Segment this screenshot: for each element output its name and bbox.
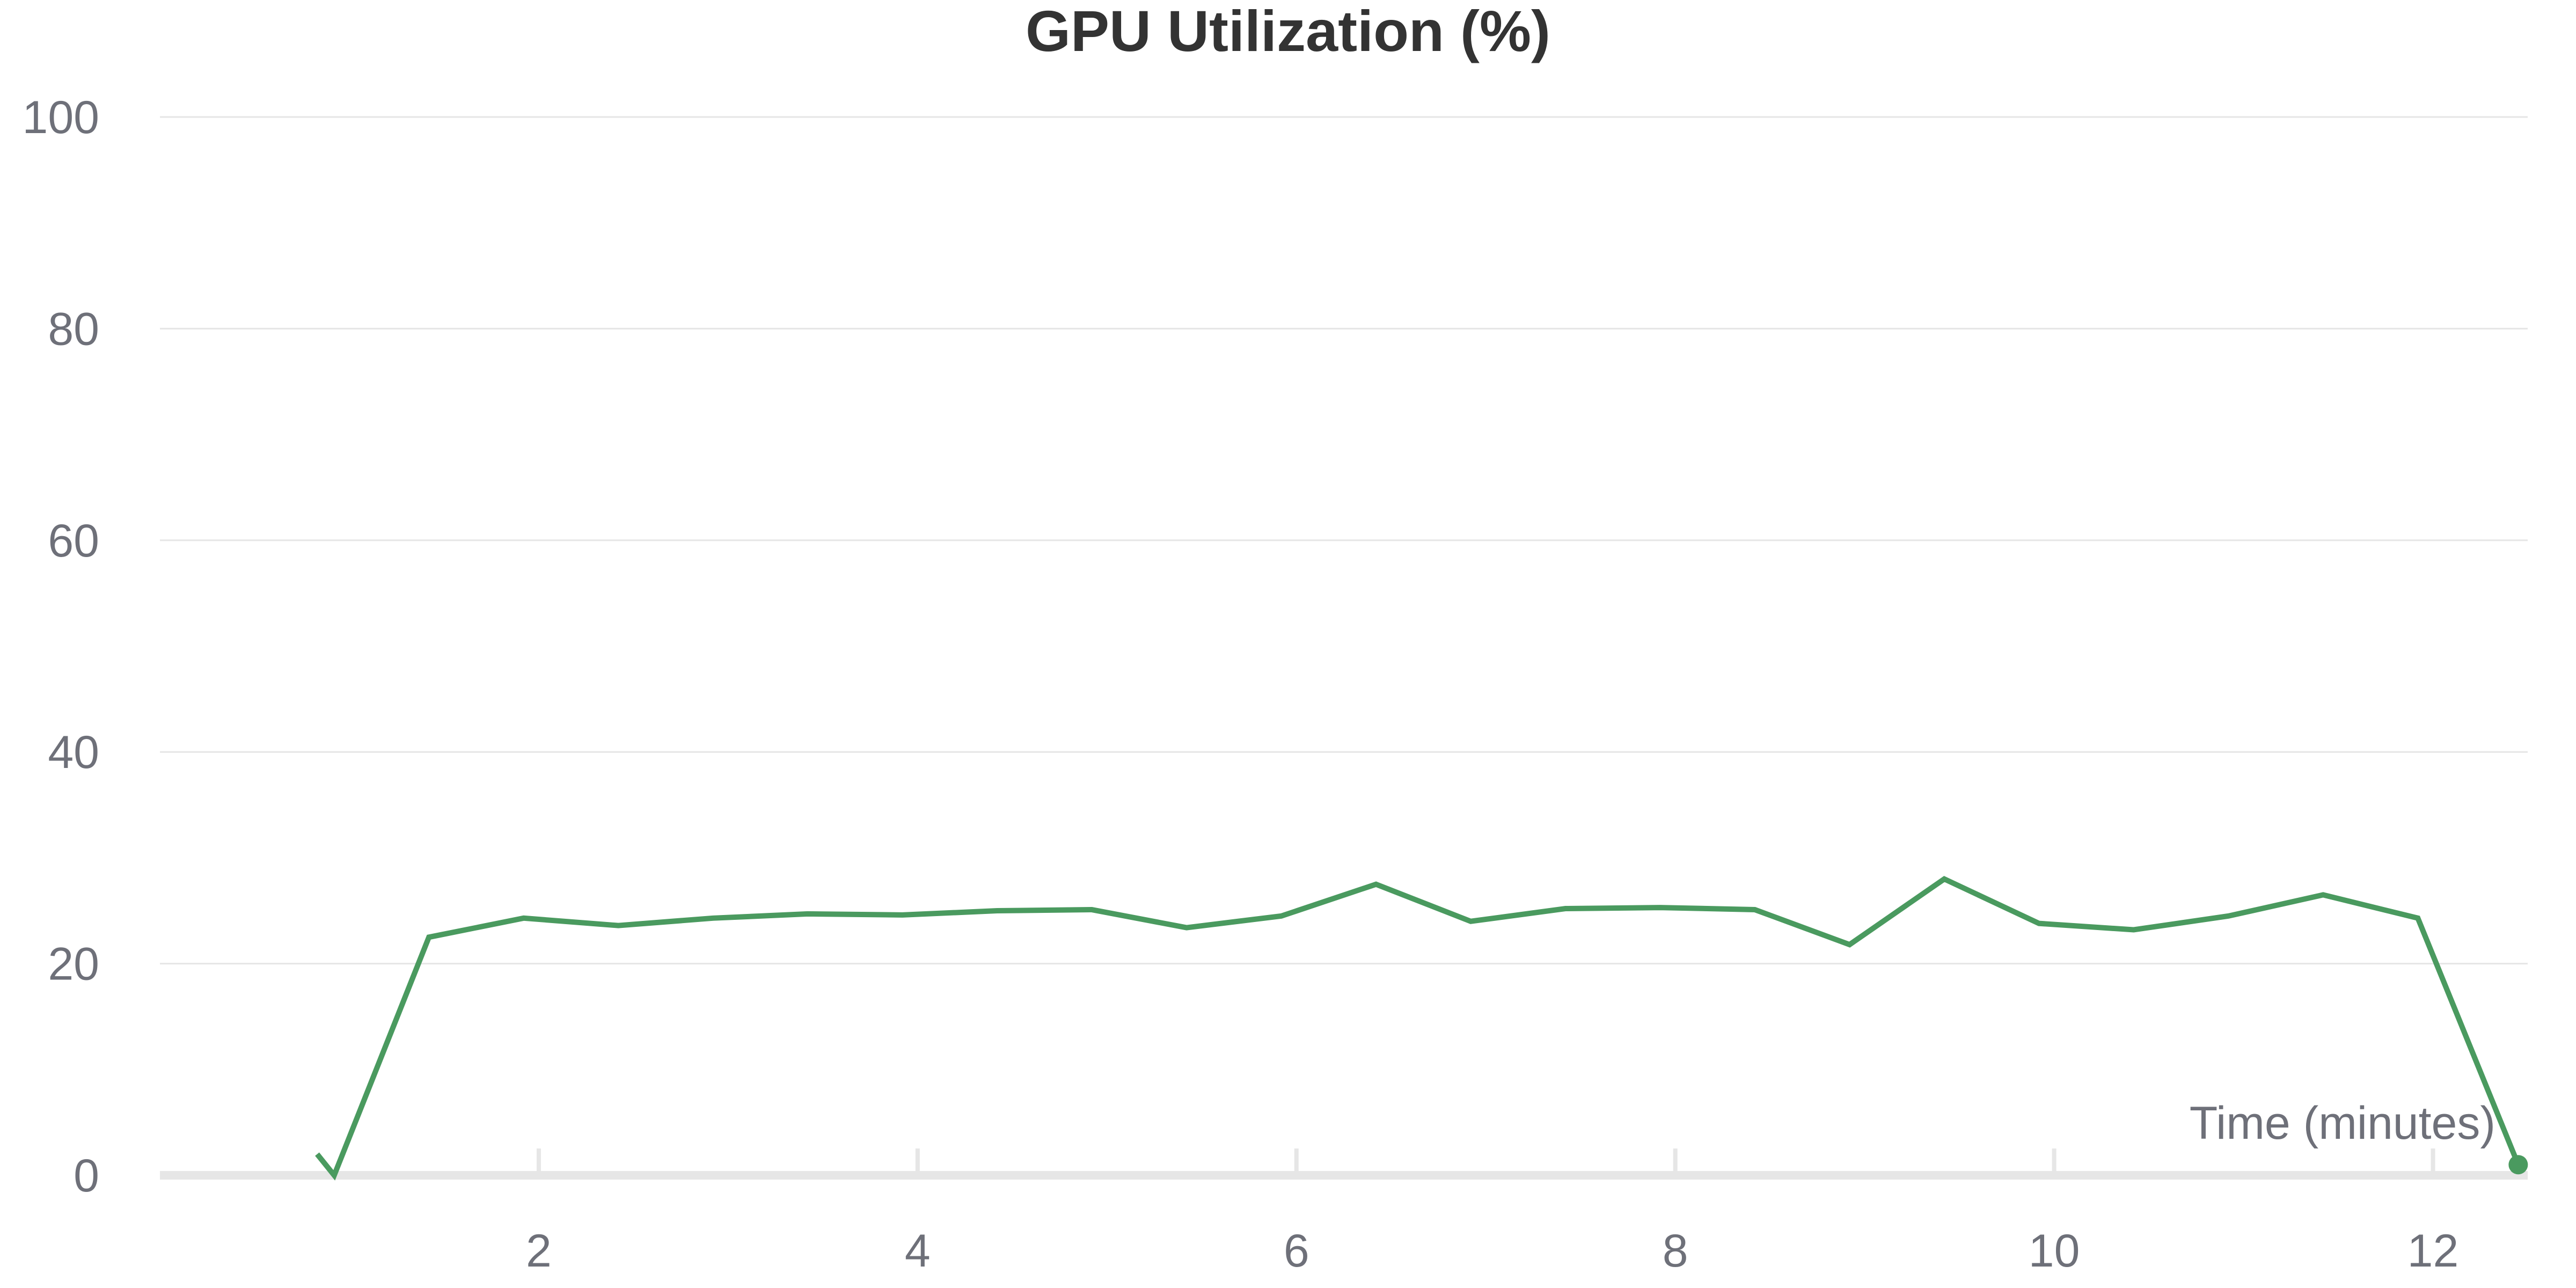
- x-tick-label-10: 10: [2029, 1225, 2080, 1277]
- y-tick-label-80: 80: [48, 303, 99, 355]
- x-tick-label-8: 8: [1663, 1225, 1688, 1277]
- y-axis-ticks: 0 20 40 60 80 100: [23, 92, 100, 1202]
- series-group: [315, 876, 2528, 1181]
- series-end-point-0: [2508, 1155, 2528, 1175]
- x-tick-label-6: 6: [1284, 1225, 1309, 1277]
- x-tick-label-2: 2: [526, 1225, 552, 1277]
- y-tick-label-40: 40: [48, 727, 99, 778]
- x-tick-label-12: 12: [2407, 1225, 2459, 1277]
- series-line-0: [315, 876, 2521, 1181]
- x-tick-label-4: 4: [905, 1225, 931, 1277]
- y-tick-label-100: 100: [23, 92, 100, 143]
- y-tick-label-20: 20: [48, 939, 99, 990]
- x-axis-label: Time (minutes): [2190, 1097, 2496, 1149]
- y-tick-label-0: 0: [74, 1150, 99, 1202]
- chart-title: GPU Utilization (%): [1026, 0, 1550, 63]
- y-tick-label-60: 60: [48, 515, 99, 567]
- y-grid-lines: [160, 116, 2528, 965]
- x-axis-ticks: 2 4 6 8 10 12: [526, 1148, 2458, 1277]
